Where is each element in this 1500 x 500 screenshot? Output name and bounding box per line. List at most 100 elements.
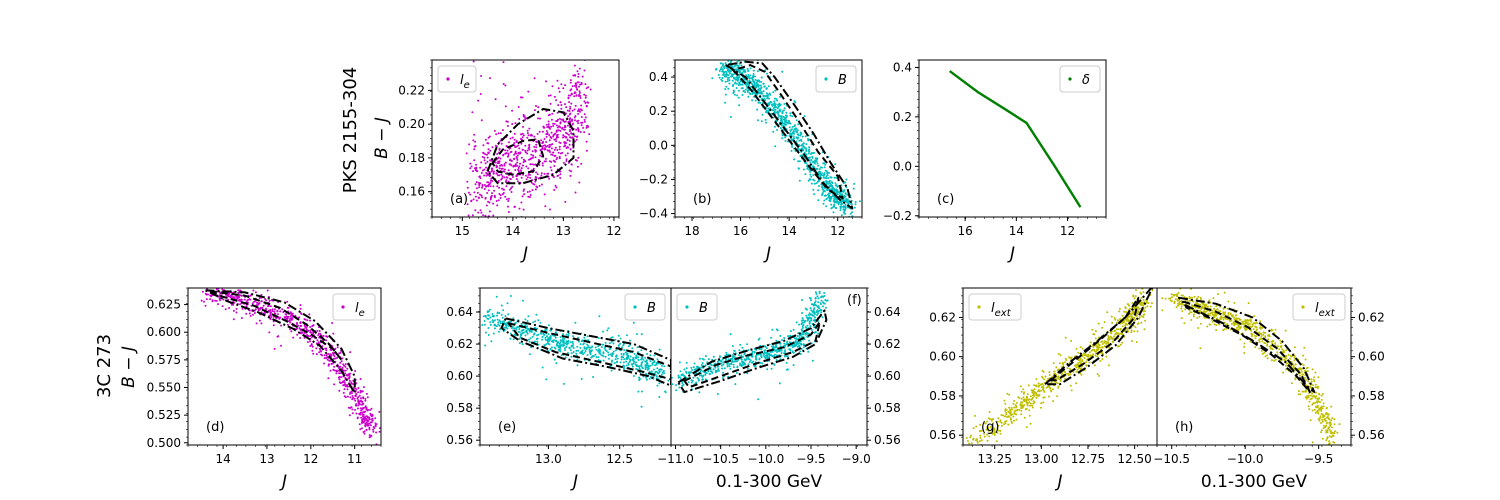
data-point (780, 354, 783, 357)
data-point (545, 335, 548, 338)
data-point (819, 166, 822, 169)
data-point (299, 304, 302, 307)
data-point (343, 388, 346, 391)
data-point (820, 172, 823, 175)
data-point (485, 174, 488, 177)
data-point (359, 391, 362, 394)
data-point (532, 321, 535, 324)
data-point (551, 85, 554, 88)
x-tick-label: 12 (830, 224, 845, 238)
y-tick-label: 0.2 (893, 110, 912, 124)
data-point (780, 349, 783, 352)
data-point (529, 158, 532, 161)
data-point (691, 369, 694, 371)
data-point (513, 20, 515, 22)
data-point (269, 317, 272, 320)
data-point (563, 347, 566, 350)
data-point (224, 285, 226, 287)
data-point (337, 376, 340, 379)
data-point (577, 130, 580, 133)
data-point (745, 83, 748, 85)
data-point (549, 166, 552, 169)
data-point (759, 361, 762, 364)
data-point (564, 120, 567, 123)
data-point (813, 151, 816, 154)
data-point (571, 345, 574, 348)
data-point (311, 349, 314, 352)
data-point (625, 360, 628, 363)
data-point (558, 141, 561, 144)
data-point (812, 314, 815, 317)
data-point (496, 311, 499, 314)
data-point (823, 190, 826, 193)
data-point (649, 354, 652, 357)
data-point (483, 320, 486, 322)
data-point (622, 361, 625, 364)
data-point (622, 356, 625, 359)
data-point (567, 332, 570, 335)
data-point (346, 395, 349, 398)
data-point (558, 346, 561, 349)
data-point (578, 85, 580, 88)
data-point (489, 185, 492, 188)
data-point (312, 352, 315, 355)
data-point (507, 200, 510, 202)
data-point (583, 120, 586, 123)
data-point (568, 110, 571, 112)
data-point (772, 355, 775, 357)
data-point (357, 404, 360, 407)
data-point (520, 142, 523, 145)
data-point (501, 175, 504, 178)
data-point (775, 351, 778, 353)
data-point (1126, 319, 1128, 322)
data-point (514, 163, 517, 166)
data-point (325, 347, 328, 350)
data-point (1010, 406, 1013, 409)
data-point (734, 383, 737, 386)
data-point (809, 317, 812, 320)
data-point (518, 118, 521, 120)
data-point (823, 176, 826, 179)
data-point (559, 152, 562, 155)
y-tick-label: 0.60 (874, 369, 901, 383)
data-point (996, 431, 999, 434)
data-point (654, 371, 657, 374)
data-point (550, 169, 553, 172)
data-point (827, 182, 830, 185)
data-point (608, 342, 611, 345)
data-point (501, 193, 504, 196)
data-point (369, 412, 372, 415)
data-point (494, 327, 496, 330)
data-point (839, 207, 842, 210)
data-point (513, 158, 516, 160)
data-point (550, 143, 552, 146)
data-point (775, 111, 778, 114)
data-point (646, 352, 649, 355)
data-point (594, 346, 597, 349)
data-point (481, 155, 484, 158)
data-point (1000, 421, 1003, 424)
data-point (491, 180, 494, 183)
contour-dashed (732, 64, 844, 200)
data-point (360, 416, 363, 419)
data-point (215, 299, 218, 302)
data-point (826, 181, 829, 184)
data-point (556, 175, 559, 177)
data-point (740, 363, 743, 366)
data-point (201, 290, 204, 293)
data-point (591, 355, 594, 358)
data-point (560, 339, 563, 342)
data-point (704, 355, 707, 358)
data-point (751, 92, 754, 95)
data-point (483, 323, 486, 326)
data-point (1079, 346, 1082, 349)
data-point (482, 214, 485, 217)
data-point (831, 185, 833, 188)
data-point (486, 160, 489, 163)
data-point (506, 120, 509, 123)
data-point (486, 192, 489, 194)
data-point (1028, 414, 1031, 417)
data-point (653, 354, 656, 357)
data-point (333, 383, 336, 386)
data-point (511, 325, 514, 328)
